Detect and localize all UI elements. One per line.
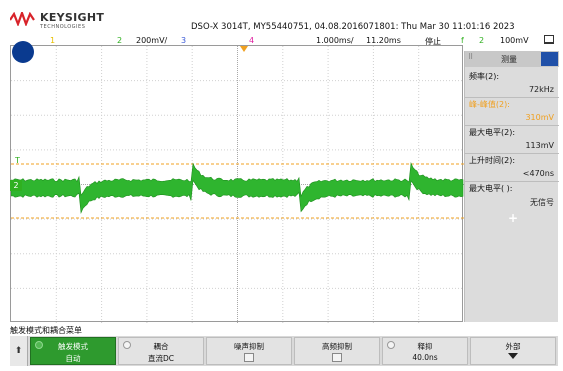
trigger-channel: 2: [479, 36, 485, 45]
measure-value-peak-to-peak: 310mV: [525, 113, 554, 122]
measurement-panel-header: ⠿ 测量: [465, 51, 559, 67]
softkey-label: 外部: [505, 342, 521, 351]
trigger-position-icon[interactable]: [240, 46, 248, 52]
divider: [465, 181, 559, 182]
measurement-tab-icon[interactable]: [541, 52, 558, 66]
waveform-grid: [11, 46, 464, 323]
measure-value-rise-time: <470ns: [522, 169, 554, 178]
run-state: 停止: [425, 37, 441, 46]
measure-value-max-level: 113mV: [525, 141, 554, 150]
measure-label-peak-to-peak: 峰-峰值(2):: [469, 100, 510, 109]
down-arrow-icon: [508, 353, 518, 359]
knob-icon: [387, 341, 395, 349]
softkey-value: 自动: [65, 354, 81, 363]
measure-value-frequency: 72kHz: [528, 85, 554, 94]
divider: [465, 97, 559, 98]
channel-2-scale: 200mV/: [136, 36, 168, 45]
channel-2-waveform: [11, 161, 464, 214]
channel-2-indicator[interactable]: 2: [117, 36, 123, 45]
waveform-display[interactable]: [10, 45, 464, 323]
timebase-scale: 1.000ms/: [316, 36, 354, 45]
checkbox-icon: [244, 353, 254, 362]
measure-label-frequency: 频率(2):: [469, 72, 500, 81]
softkey-value: 40.0ns: [412, 353, 438, 362]
softkey-hf-reject[interactable]: 高频抑制: [294, 337, 380, 365]
channel-2-ground-marker[interactable]: 2: [10, 180, 22, 191]
knob-icon: [123, 341, 131, 349]
display-square-icon[interactable]: [544, 35, 554, 44]
softkey-label: 耦合: [153, 342, 169, 351]
keysight-logo-icon: [10, 12, 35, 26]
measure-label-max-level: 最大电平(2):: [469, 128, 516, 137]
softkey-holdoff[interactable]: 释抑 40.0ns: [382, 337, 468, 365]
measurement-panel: ⠿ 测量 频率(2): 72kHz 峰-峰值(2): 310mV 最大电平(2)…: [464, 51, 559, 322]
brand-name: KEYSIGHT: [40, 11, 105, 24]
softkey-label: 高频抑制: [322, 342, 352, 351]
trigger-level: 100mV: [500, 36, 529, 45]
divider: [465, 125, 559, 126]
softkey-noise-reject[interactable]: 噪声抑制: [206, 337, 292, 365]
timebase-delay: 11.20ms: [366, 36, 401, 45]
softkey-external[interactable]: 外部: [470, 337, 556, 365]
trigger-edge-icon: f: [461, 36, 464, 45]
softkey-coupling[interactable]: 耦合 直流DC: [118, 337, 204, 365]
channel-3-indicator[interactable]: 3: [181, 36, 187, 45]
measure-value-no-signal: 无信号: [530, 198, 554, 207]
softkey-menu-title: 触发模式和耦合菜单: [10, 326, 82, 335]
instrument-info: DSO-X 3014T, MY55440751, 04.08.201607180…: [191, 22, 515, 32]
channel-4-indicator[interactable]: 4: [249, 36, 255, 45]
panel-grip-icon[interactable]: ⠿: [468, 53, 474, 61]
knob-icon: [35, 341, 43, 349]
measure-label-max-level-empty: 最大电平( ):: [469, 184, 513, 193]
add-measurement-icon[interactable]: +: [508, 211, 519, 225]
softkey-label: 噪声抑制: [234, 342, 264, 351]
header-bar: KEYSIGHT TECHNOLOGIES DSO-X 3014T, MY554…: [0, 0, 563, 38]
keysight-badge-icon: [12, 41, 34, 63]
softkey-label: 释抑: [417, 342, 433, 351]
menu-up-arrow-icon[interactable]: ⬆: [10, 336, 28, 366]
measure-label-rise-time: 上升时间(2):: [469, 156, 516, 165]
softkey-bar: ⬆ 触发模式 自动 耦合 直流DC 噪声抑制 高频抑制 释抑 40.0ns 外部: [10, 336, 558, 366]
softkey-label: 触发模式: [58, 342, 88, 351]
softkey-value: 直流DC: [147, 354, 174, 363]
trigger-level-marker[interactable]: T: [15, 156, 20, 165]
divider: [465, 153, 559, 154]
checkbox-icon: [332, 353, 342, 362]
channel-1-indicator[interactable]: 1: [50, 36, 56, 45]
measurement-panel-title: 测量: [501, 55, 517, 64]
softkey-trigger-mode[interactable]: 触发模式 自动: [30, 337, 116, 365]
brand-subtitle: TECHNOLOGIES: [40, 24, 86, 30]
